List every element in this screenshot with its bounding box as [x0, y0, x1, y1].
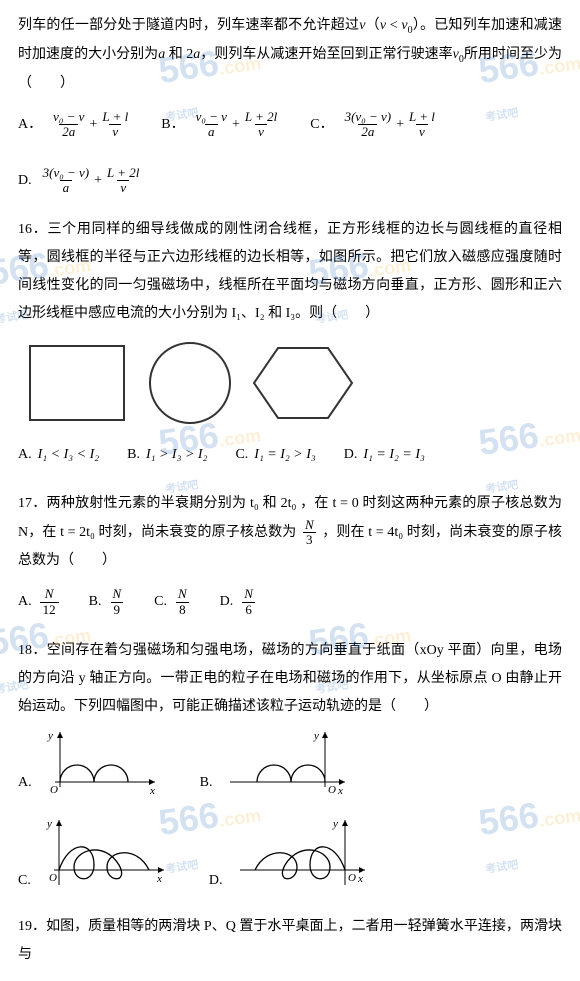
q16-opt-b[interactable]: B.I₁ > I₃ > I₂ [127, 434, 207, 476]
q16-figure [18, 338, 562, 428]
graph-d-icon: x y O [230, 815, 370, 895]
q18-text: 空间存在着匀强磁场和匀强电场，磁场的方向垂直于纸面（xOy 平面）向里，电场的方… [18, 643, 562, 714]
opt-a-label: A． [18, 111, 42, 139]
q18-stem: 18．空间存在着匀强磁场和匀强电场，磁场的方向垂直于纸面（xOy 平面）向里，电… [18, 637, 562, 721]
q17-opt-a[interactable]: A.N12 [18, 581, 61, 623]
q16-stem: 16．三个用同样的细导线做成的刚性闭合线框，正方形线框的边长与圆线框的直径相等，… [18, 216, 562, 328]
q15-t3: ，则列车从减速开始至回到正常行驶速率 [200, 47, 452, 62]
svg-text:y: y [313, 730, 319, 742]
q18-graphs-2: C. x y O D. x y O [18, 815, 562, 907]
q17-opt-d[interactable]: D.N6 [220, 581, 258, 623]
q16-text: 三个用同样的细导线做成的刚性闭合线框，正方形线框的边长与圆线框的直径相等，圆线框… [18, 222, 562, 321]
svg-text:y: y [332, 818, 338, 830]
opt-b-label: B． [161, 111, 184, 139]
svg-text:x: x [357, 873, 363, 885]
q16-opt-a[interactable]: A.I₁ < I₃ < I₂ [18, 434, 99, 476]
graph-c-icon: x y O [39, 815, 169, 895]
q15-opt-a[interactable]: A． v₀ − v2a + L + lv [18, 104, 133, 146]
shape-square-icon [22, 338, 132, 428]
q18-graphs-1: A. x y O B. x y O [18, 727, 562, 809]
opt-c-label: C． [310, 111, 333, 139]
q15-stem: 列车的任一部分处于隧道内时，列车速率都不允许超过v（v < v0）。已知列车加速… [18, 12, 562, 98]
svg-text:x: x [337, 785, 343, 797]
svg-text:y: y [46, 818, 52, 830]
q16-opt-d[interactable]: D.I₁ = I₂ = I₃ [344, 434, 425, 476]
q17-stem: 17．两种放射性元素的半衰期分别为 t₀ 和 2t₀ ，在 t = 0 时刻这两… [18, 490, 562, 576]
q17-opt-b[interactable]: B.N9 [89, 581, 127, 623]
q18-opt-d[interactable]: D. x y O [209, 815, 371, 895]
q15-t1: 列车的任一部分处于隧道内时，列车速率都不允许超过 [18, 18, 359, 33]
opt-d-label: D. [18, 167, 32, 195]
q18-opt-b[interactable]: B. x y O [200, 727, 351, 797]
q15-options-2: D. 3(v₀ − v)a + L + 2lv [18, 160, 562, 202]
q18-opt-a[interactable]: A. x y O [18, 727, 160, 797]
q16-options: A.I₁ < I₃ < I₂ B.I₁ > I₃ > I₂ C.I₁ = I₂ … [18, 434, 562, 476]
q15-options: A． v₀ − v2a + L + lv B． v₀ − va + L + 2l… [18, 104, 562, 146]
q19-num: 19． [18, 919, 46, 934]
q17-opt-c[interactable]: C.N8 [154, 581, 192, 623]
q15-opt-d[interactable]: D. 3(v₀ − v)a + L + 2lv [18, 160, 144, 202]
q17-num: 17． [18, 496, 47, 511]
svg-text:O: O [50, 784, 58, 796]
shape-circle-icon [140, 338, 240, 428]
q15-opt-c[interactable]: C． 3(v₀ − v)2a + L + lv [310, 104, 440, 146]
svg-text:x: x [156, 873, 162, 885]
q16-num: 16． [18, 222, 47, 237]
svg-text:O: O [348, 872, 356, 884]
svg-text:y: y [47, 730, 53, 742]
svg-text:O: O [328, 784, 336, 796]
graph-a-icon: x y O [40, 727, 160, 797]
q15-opt-b[interactable]: B． v₀ − va + L + 2lv [161, 104, 282, 146]
q19-text: 如图，质量相等的两滑块 P、Q 置于水平桌面上，二者用一轻弹簧水平连接，两滑块与 [18, 919, 562, 962]
q17-options: A.N12 B.N9 C.N8 D.N6 [18, 581, 562, 623]
q16-opt-c[interactable]: C.I₁ = I₂ > I₃ [235, 434, 315, 476]
q18-opt-c[interactable]: C. x y O [18, 815, 169, 895]
q19-stem: 19．如图，质量相等的两滑块 P、Q 置于水平桌面上，二者用一轻弹簧水平连接，两… [18, 913, 562, 969]
svg-text:x: x [149, 785, 155, 797]
q18-num: 18． [18, 643, 47, 658]
svg-text:O: O [49, 872, 57, 884]
graph-b-icon: x y O [220, 727, 350, 797]
shape-hexagon-icon [248, 338, 358, 428]
